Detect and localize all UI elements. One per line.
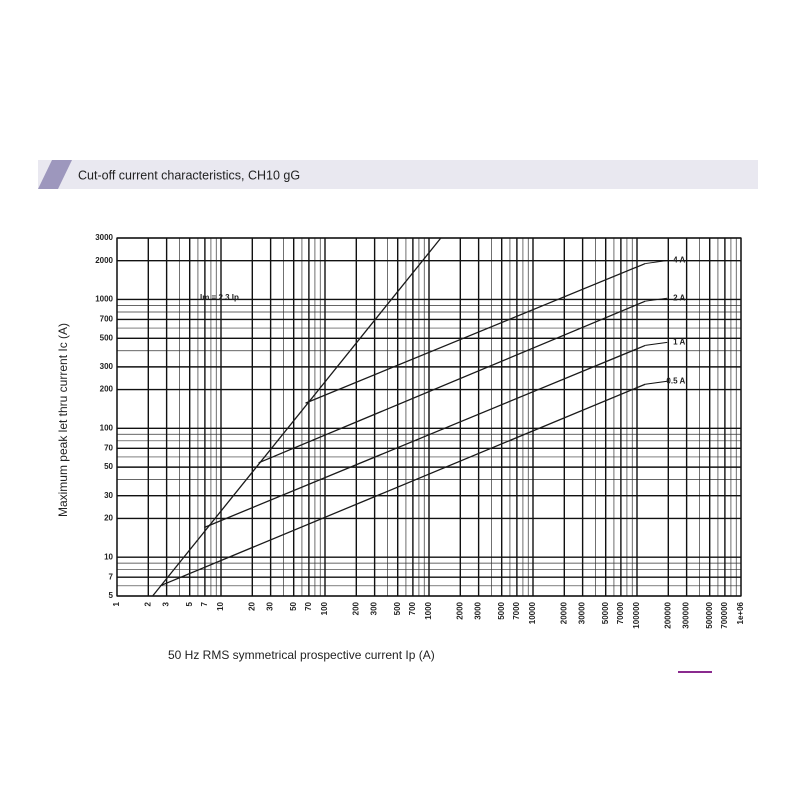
- x-tick-label: 10: [216, 601, 225, 610]
- x-tick-label: 5000: [497, 601, 506, 619]
- label-leader: [645, 260, 668, 265]
- y-axis-label: Maximum peak let thru current Ic (A): [56, 323, 70, 517]
- header-band: [38, 160, 758, 189]
- y-tick-label: 1000: [95, 295, 113, 304]
- plot-frame: [116, 237, 742, 597]
- series-line: [258, 300, 646, 464]
- y-tick-label: 100: [100, 423, 114, 432]
- x-tick-label: 300000: [682, 601, 691, 628]
- y-tick-label: 500: [100, 333, 114, 342]
- x-tick-label: 7: [200, 601, 209, 606]
- series-line: [203, 344, 646, 529]
- x-tick-label: 200000: [663, 601, 672, 628]
- x-tick-label: 100: [320, 601, 329, 615]
- x-tick-label: 200: [351, 601, 360, 615]
- label-leader: [645, 297, 668, 302]
- line-label: 0.5 A: [666, 376, 685, 385]
- y-tick-label: 7: [109, 572, 114, 581]
- x-tick-label: 100000: [632, 601, 641, 628]
- y-tick-label: 700: [100, 315, 114, 324]
- line-label: 2 A: [673, 293, 685, 302]
- line-label: Im = 2.3 Ip: [200, 293, 239, 302]
- x-tick-label: 3: [162, 601, 171, 606]
- x-tick-label: 1: [112, 601, 121, 606]
- y-tick-label: 300: [100, 362, 114, 371]
- x-tick-label: 2000: [455, 601, 464, 619]
- x-tick-label: 500: [393, 601, 402, 615]
- label-leader: [645, 380, 668, 385]
- x-tick-label: 30000: [578, 601, 587, 624]
- x-tick-label: 2: [143, 601, 152, 606]
- x-tick-label: 1e+06: [736, 601, 745, 624]
- series-line: [159, 383, 646, 587]
- x-tick-label: 30: [266, 601, 275, 610]
- x-tick-label: 20: [247, 601, 256, 610]
- y-tick-label: 5: [109, 591, 114, 600]
- y-tick-label: 50: [104, 462, 113, 471]
- y-tick-label: 2000: [95, 256, 113, 265]
- x-tick-label: 20000: [559, 601, 568, 624]
- series-line: [305, 262, 646, 404]
- x-tick-label: 70: [304, 601, 313, 610]
- x-tick-label: 700: [408, 601, 417, 615]
- x-tick-label: 7000: [512, 601, 521, 619]
- x-axis-label: 50 Hz RMS symmetrical prospective curren…: [168, 648, 435, 662]
- x-tick-label: 50000: [601, 601, 610, 624]
- y-tick-label: 10: [104, 552, 113, 561]
- line-label: 1 A: [673, 338, 685, 347]
- x-tick-label: 3000: [474, 601, 483, 619]
- x-tick-label: 70000: [616, 601, 625, 624]
- x-tick-label: 300: [370, 601, 379, 615]
- y-tick-label: 200: [100, 385, 114, 394]
- line-label: 4 A: [673, 256, 685, 265]
- y-tick-label: 3000: [95, 233, 113, 242]
- chart-title: Cut-off current characteristics, CH10 gG: [78, 168, 300, 182]
- y-tick-label: 70: [104, 443, 113, 452]
- x-tick-label: 5: [185, 601, 194, 606]
- y-tick-label: 30: [104, 491, 113, 500]
- series-line: [152, 237, 442, 597]
- header-accent: [38, 160, 72, 189]
- x-tick-label: 1000: [424, 601, 433, 619]
- x-tick-label: 700000: [720, 601, 729, 628]
- y-tick-label: 20: [104, 514, 113, 523]
- label-leader: [645, 341, 668, 346]
- plot-area: 5 7 10 20 30 50 70 100 200 300 500 700 1000 2000 3000 1…: [95, 233, 745, 629]
- x-tick-label: 500000: [705, 601, 714, 628]
- x-tick-label: 10000: [528, 601, 537, 624]
- x-tick-label: 50: [289, 601, 298, 610]
